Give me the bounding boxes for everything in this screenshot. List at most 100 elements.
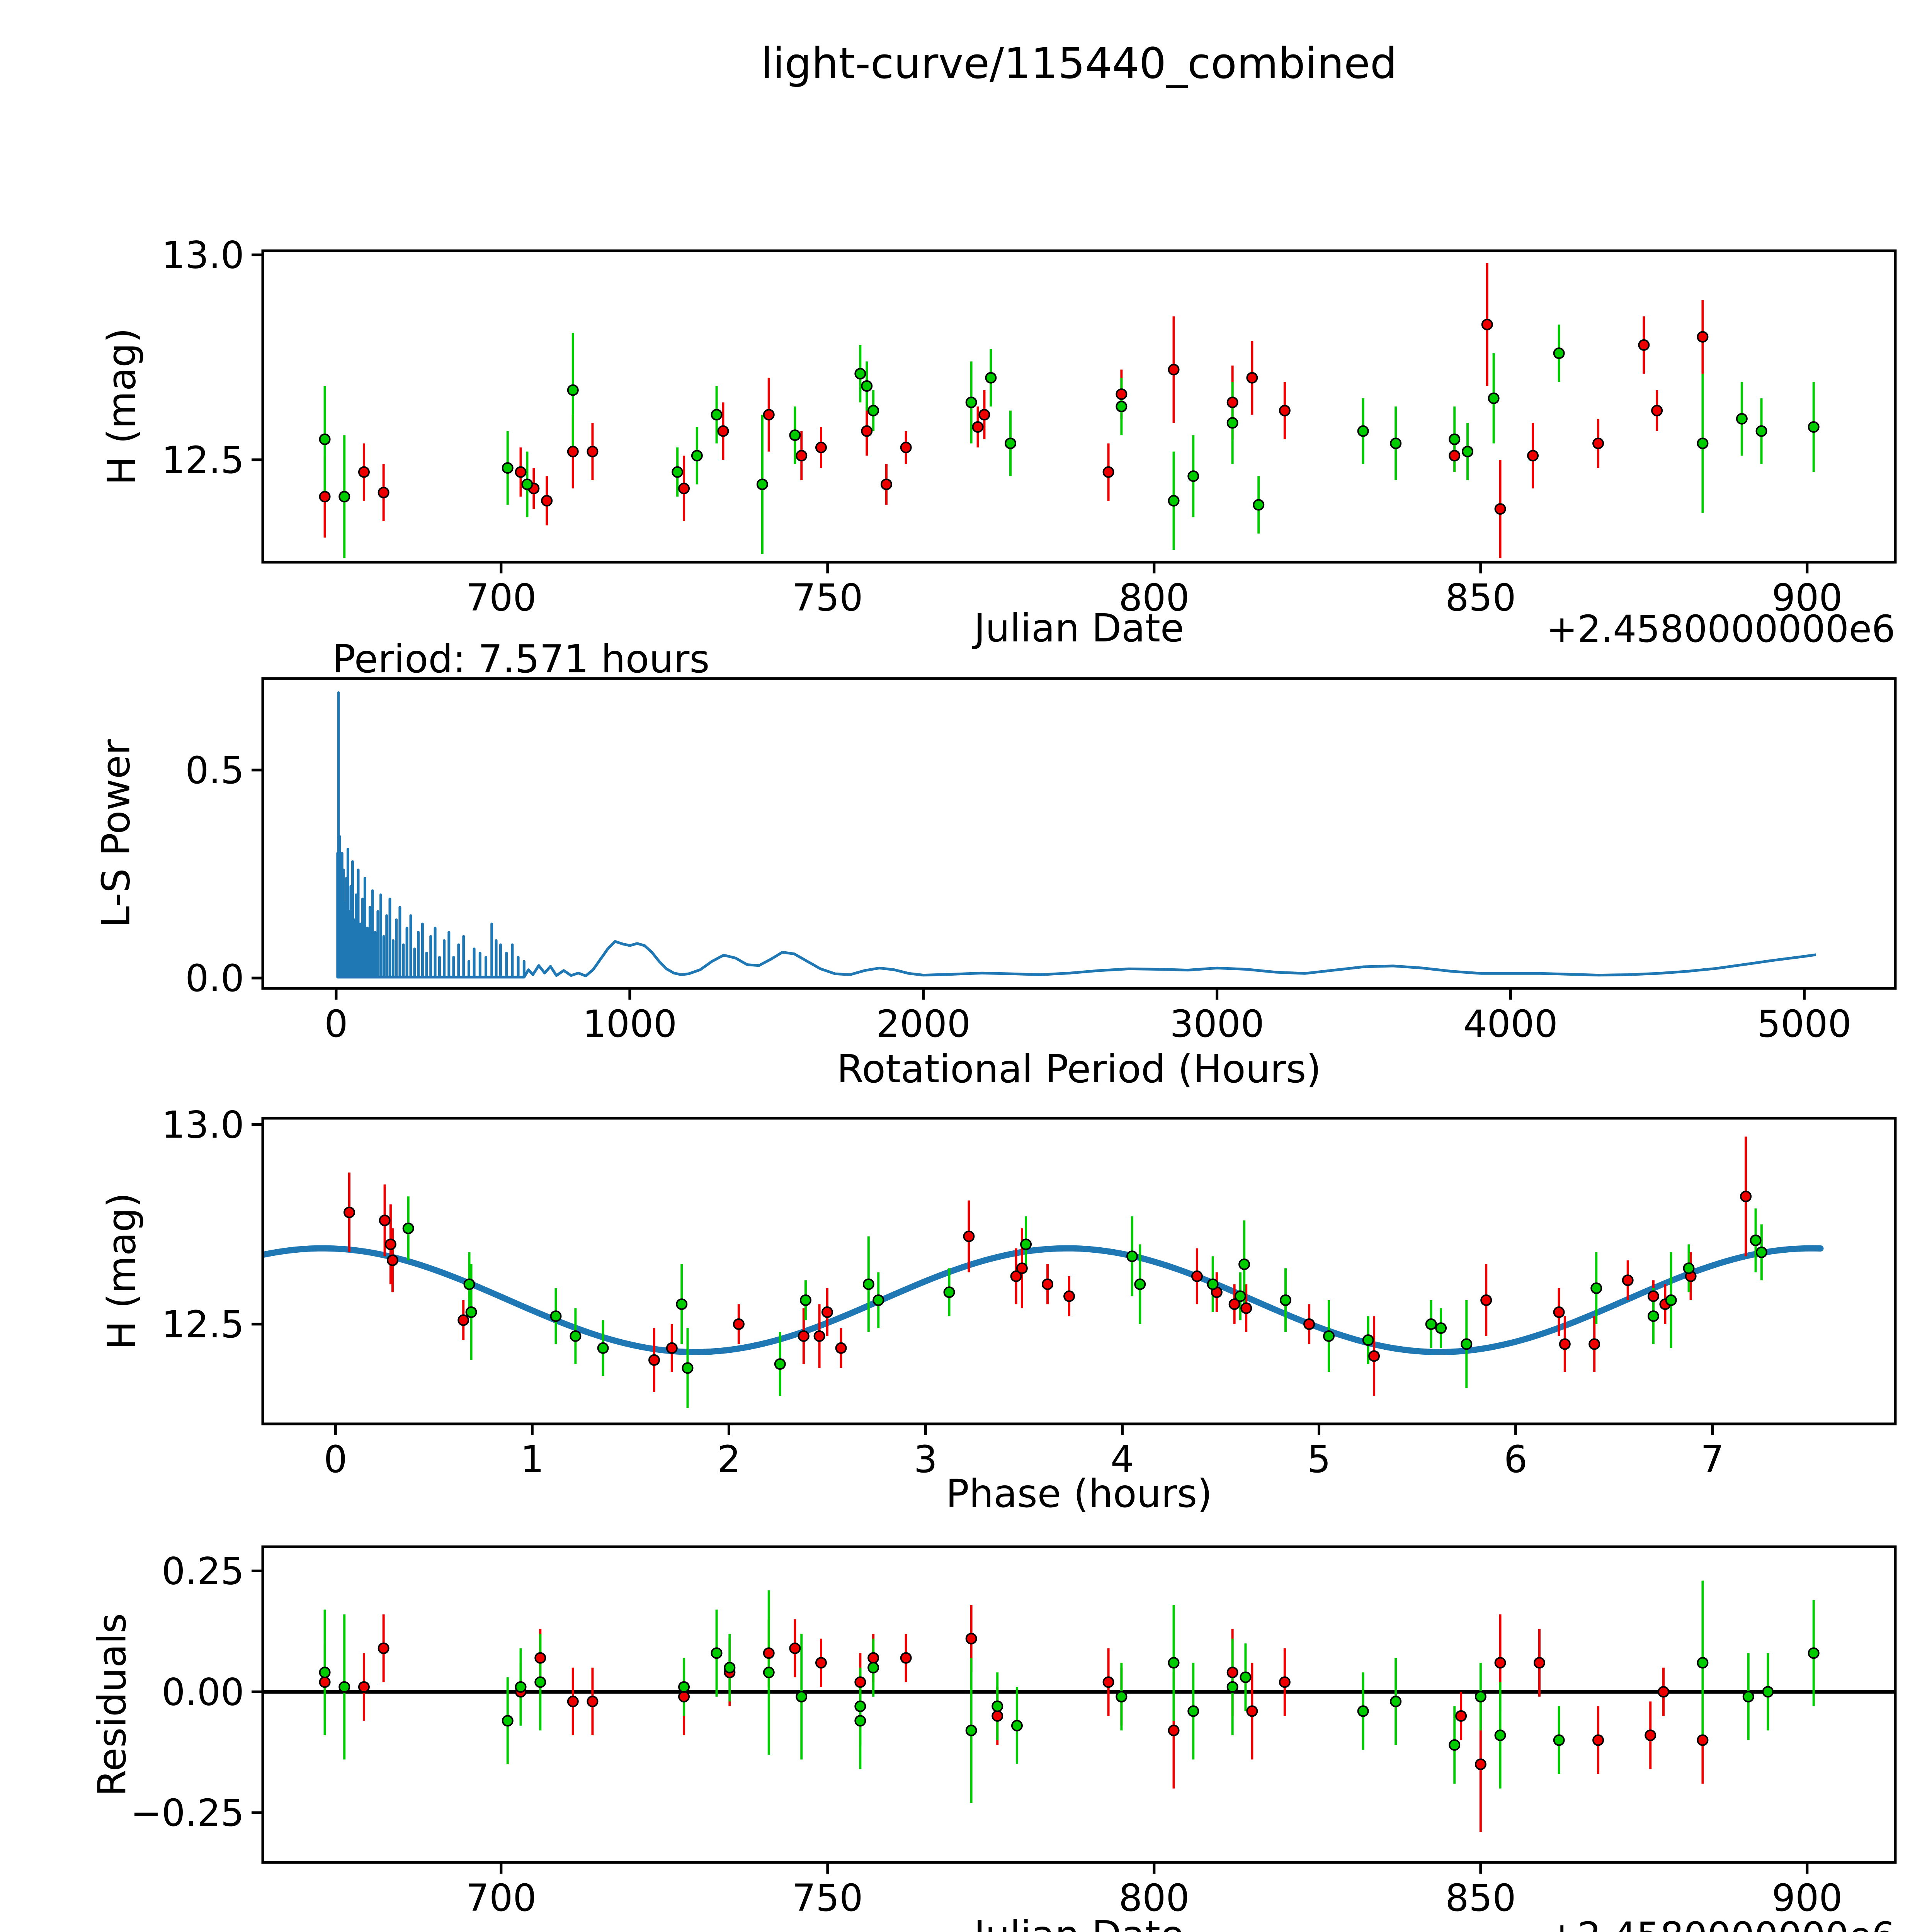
ax2-xticklabel: 2000 <box>876 1002 971 1046</box>
green-points-marker <box>319 1667 331 1679</box>
green-points-marker <box>672 466 684 478</box>
green-points-marker <box>985 372 997 384</box>
green-points-marker <box>676 1298 688 1310</box>
red-points-marker <box>1533 1657 1545 1669</box>
green-points-marker <box>521 478 533 490</box>
ax1-xticklabel: 800 <box>1119 576 1189 619</box>
red-points-marker <box>1481 318 1493 330</box>
red-points-marker <box>678 1690 690 1702</box>
ax4-xticklabel: 900 <box>1772 1876 1842 1920</box>
green-points-marker <box>691 450 703 462</box>
red-points-marker <box>972 421 984 433</box>
ax3-ylabel: H (mag) <box>99 1192 145 1350</box>
ax3-xticklabel: 0 <box>324 1438 347 1481</box>
red-points-marker <box>1494 1657 1506 1669</box>
red-points-marker <box>1303 1318 1315 1330</box>
green-points-marker <box>992 1700 1003 1712</box>
ax3-xticklabel: 3 <box>914 1438 937 1481</box>
green-points-marker <box>763 1667 775 1679</box>
green-points-marker <box>402 1223 414 1235</box>
red-points-marker <box>457 1314 469 1326</box>
ax1-content <box>319 263 1820 558</box>
green-points-marker <box>1168 1657 1180 1669</box>
red-points-marker <box>358 466 370 478</box>
green-points-marker <box>1475 1690 1486 1702</box>
green-points-marker <box>1435 1322 1447 1334</box>
red-points-marker <box>1226 396 1238 408</box>
green-points-marker <box>1362 1334 1374 1346</box>
green-points-marker <box>854 1700 866 1712</box>
green-points-marker <box>1736 413 1748 425</box>
green-points-marker <box>1697 437 1709 449</box>
green-points-marker <box>1020 1238 1032 1250</box>
red-points-marker <box>1168 364 1180 376</box>
green-points-marker <box>965 396 977 408</box>
green-points-marker <box>1357 425 1369 437</box>
red-points-marker <box>963 1230 975 1242</box>
ax4-axis-offset-text: +2.4580000000e6 <box>263 1914 1895 1932</box>
red-points-marker <box>796 450 808 462</box>
green-points-marker <box>1357 1705 1369 1717</box>
ax2-xticklabel: 3000 <box>1170 1002 1264 1046</box>
green-points-marker <box>1207 1278 1219 1290</box>
red-points-marker <box>1228 1298 1240 1310</box>
green-points-marker <box>1323 1330 1335 1342</box>
red-points-marker <box>1279 1676 1291 1688</box>
red-points-marker <box>1246 372 1258 384</box>
red-points-marker <box>1592 1734 1604 1746</box>
red-points-marker <box>1647 1290 1659 1302</box>
green-points-marker <box>854 1715 866 1727</box>
ax1-xticklabel: 750 <box>792 576 863 619</box>
ax2-spine <box>261 677 1897 990</box>
green-points-marker <box>567 384 579 396</box>
green-points-marker <box>799 1294 811 1306</box>
green-points-marker <box>570 1330 582 1342</box>
green-points-marker <box>1226 1681 1238 1693</box>
red-points-marker <box>1697 331 1709 343</box>
red-points-marker <box>1116 388 1128 400</box>
green-points-marker <box>1449 1739 1461 1751</box>
green-points-marker <box>502 462 514 474</box>
green-points-marker <box>1762 1686 1774 1698</box>
ax1-spine <box>261 249 1897 564</box>
ax3-spine <box>261 1117 1897 1425</box>
red-points-marker <box>900 1652 912 1664</box>
green-points-marker <box>1462 446 1474 457</box>
red-points-marker <box>1480 1294 1492 1306</box>
ax3-content <box>263 1136 1824 1408</box>
red-points-marker <box>1016 1262 1028 1274</box>
ax4-spine <box>261 1545 1897 1864</box>
ax1-yticklabel: 12.5 <box>162 439 244 482</box>
red-points-marker <box>666 1342 678 1354</box>
green-points-marker <box>338 491 350 503</box>
green-points-marker <box>1425 1318 1437 1330</box>
red-points-marker <box>1592 437 1604 449</box>
green-points-marker <box>943 1286 955 1298</box>
red-points-marker <box>821 1306 833 1318</box>
red-points-marker <box>1740 1190 1752 1202</box>
red-points-marker <box>541 495 553 507</box>
green-points-marker <box>1168 495 1180 507</box>
red-points-marker <box>1010 1270 1022 1282</box>
green-points-marker <box>463 1278 475 1290</box>
red-points-marker <box>515 466 527 478</box>
green-points-marker <box>1665 1294 1677 1306</box>
ax2-xticklabel: 4000 <box>1463 1002 1558 1046</box>
green-points-marker <box>682 1362 694 1374</box>
red-points-marker <box>343 1206 355 1218</box>
green-points-marker <box>1226 417 1238 429</box>
ax1-xticklabel: 850 <box>1445 576 1516 619</box>
ax1-xticklabel: 900 <box>1772 576 1842 619</box>
ax1-xlabel: Julian Date <box>974 605 1184 651</box>
red-points-marker <box>835 1342 847 1354</box>
green-points-marker <box>965 1725 977 1736</box>
green-points-marker <box>711 1647 723 1659</box>
green-points-marker <box>1697 1657 1709 1669</box>
red-points-marker <box>319 491 331 503</box>
green-points-marker <box>502 1715 514 1727</box>
green-points-marker <box>1742 1690 1754 1702</box>
ax1-xticklabel: 700 <box>466 576 536 619</box>
ax4-xlabel: Julian Date <box>263 1912 1895 1932</box>
red-points-marker <box>1645 1729 1656 1741</box>
